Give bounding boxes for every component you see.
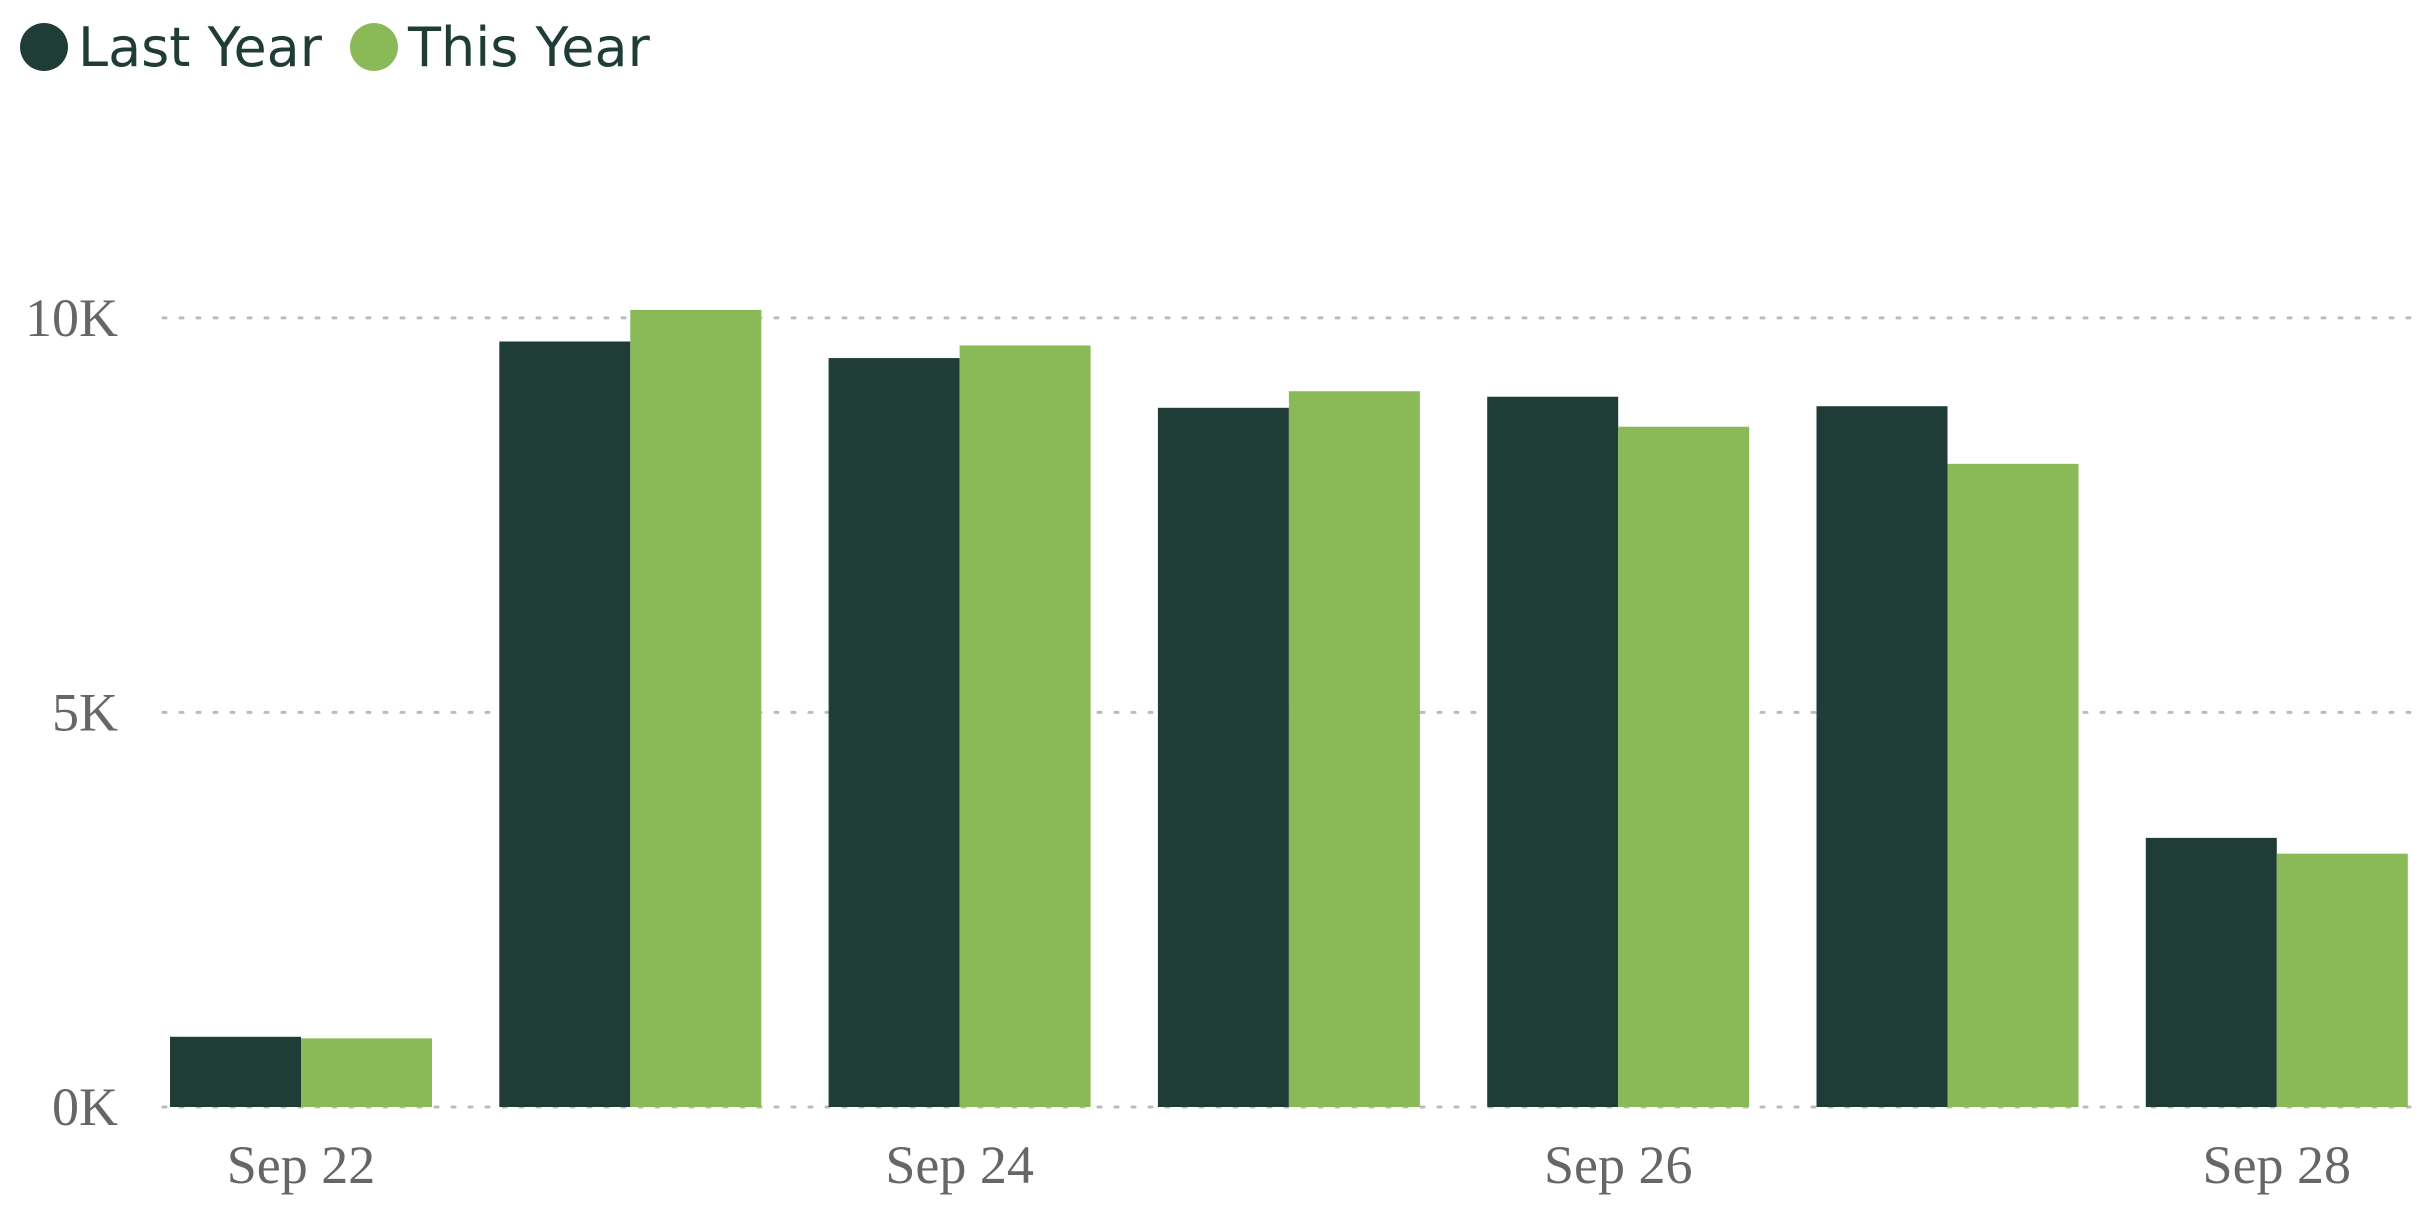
bar	[1288, 391, 1420, 1107]
y-tick-label: 5K	[52, 682, 118, 742]
bar	[959, 345, 1091, 1107]
x-tick-label: Sep 28	[2203, 1135, 2352, 1195]
x-tick-label: Sep 22	[227, 1135, 376, 1195]
bar	[1618, 426, 1750, 1107]
bar	[1947, 463, 2079, 1107]
bar	[2145, 837, 2277, 1107]
bar	[828, 358, 960, 1108]
legend-marker	[20, 23, 68, 71]
x-tick-label: Sep 24	[885, 1135, 1034, 1195]
bar	[1157, 407, 1289, 1107]
y-tick-label: 0K	[52, 1077, 118, 1137]
bar	[2276, 853, 2408, 1107]
bar	[170, 1036, 301, 1107]
bar	[1816, 406, 1948, 1108]
legend-label: Last Year	[78, 16, 323, 79]
x-tick-label: Sep 26	[1544, 1135, 1693, 1195]
bar	[301, 1038, 432, 1107]
legend-label: This Year	[407, 16, 651, 79]
bar	[1487, 396, 1619, 1107]
legend-marker	[349, 23, 398, 71]
bar	[630, 309, 762, 1108]
y-tick-label: 10K	[25, 288, 118, 348]
bar	[499, 341, 631, 1108]
